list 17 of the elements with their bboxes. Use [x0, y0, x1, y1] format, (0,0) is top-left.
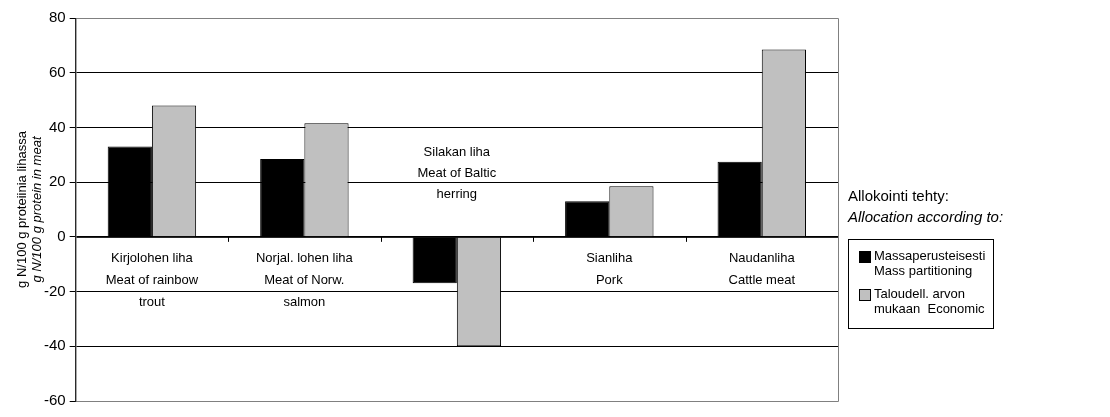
- x-tick-label: Norjal. lohen liha Meat of Norw. salmon: [255, 250, 354, 310]
- x-tick-label: Silakan liha Meat of Baltic herring: [417, 144, 497, 202]
- legend-label: Taloudell. arvon mukaan Economic: [874, 286, 985, 316]
- x-tick-label: Sianliha Pork: [586, 250, 634, 288]
- legend-title: Allokointi tehty: Allocation according to:: [848, 186, 1004, 227]
- y-tick-label: 40: [48, 117, 66, 135]
- y-tick-label: 80: [48, 8, 66, 26]
- y-tick-label: 0: [57, 227, 66, 244]
- legend-label: Massaperusteisesti Mass partitioning: [874, 248, 986, 278]
- y-tick-label: -20: [43, 281, 66, 299]
- x-tick-label: Naudanliha Cattle meat: [728, 250, 796, 288]
- y-tick-label: -40: [43, 336, 66, 354]
- y-tick-label: 20: [48, 172, 66, 190]
- y-tick-label: -60: [43, 391, 66, 409]
- x-tick-label: Kirjolohen liha Meat of rainbow trout: [105, 250, 199, 310]
- y-axis-title: g N/100 g proteiinia lihassa g N/100 g protein in meat: [13, 130, 44, 288]
- y-tick-label: 60: [48, 62, 66, 80]
